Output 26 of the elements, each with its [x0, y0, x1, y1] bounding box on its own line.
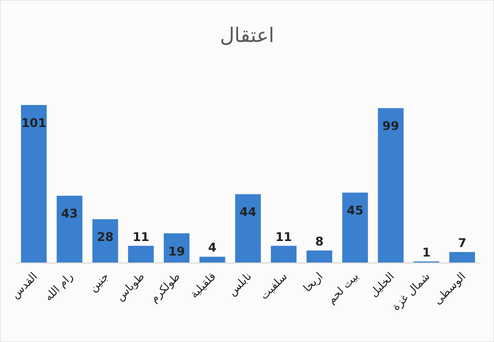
- data-label: 7: [458, 236, 466, 250]
- data-label: 99: [382, 119, 400, 134]
- x-label: بيت لحم: [324, 270, 362, 306]
- x-label: جنين: [86, 270, 112, 295]
- data-label: 44: [240, 205, 256, 220]
- x-label: قلقيلية: [188, 270, 218, 301]
- data-label: 8: [315, 234, 324, 248]
- data-label: 4: [208, 240, 216, 255]
- x-label: الخليل: [367, 270, 397, 300]
- x-label: طولكرم: [148, 270, 183, 306]
- data-label: 11: [132, 230, 150, 244]
- data-label: 43: [61, 206, 78, 221]
- data-label: 1: [422, 245, 431, 260]
- x-label: نابلس: [226, 270, 254, 298]
- data-label: 28: [96, 230, 114, 244]
- title: اعتقال: [220, 23, 274, 47]
- data-label: 101: [21, 116, 46, 130]
- data-label: 11: [275, 230, 292, 244]
- x-label: رام الله: [42, 270, 76, 304]
- data-label: 45: [346, 204, 364, 218]
- x-label: القدس: [8, 270, 40, 302]
- x-label: اريحا: [300, 270, 326, 295]
- x-label: الوسطى: [431, 270, 468, 308]
- data-label: 19: [168, 244, 185, 258]
- x-label: سلفيت: [258, 270, 290, 302]
- x-label: طوباس: [114, 270, 148, 304]
